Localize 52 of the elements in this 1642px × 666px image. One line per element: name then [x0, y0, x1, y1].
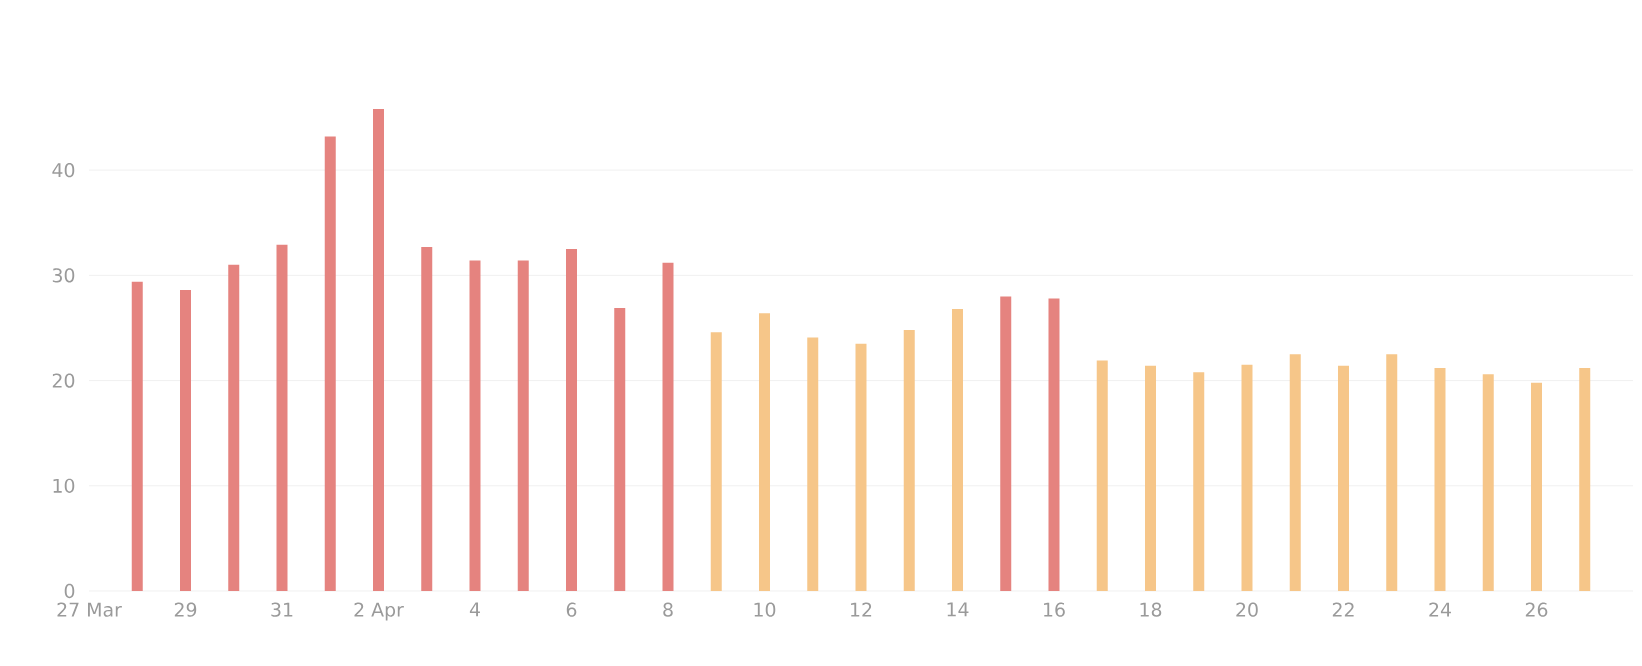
bar [807, 337, 819, 591]
bar [1048, 298, 1060, 591]
x-tick-label: 24 [1429, 602, 1451, 617]
bar [710, 332, 722, 591]
x-tick-label: 8 [663, 602, 673, 617]
x-tick-label: 16 [1044, 602, 1065, 617]
bar [1096, 360, 1108, 591]
bar [662, 262, 674, 591]
x-tick-label: 10 [754, 602, 776, 617]
bar [566, 249, 577, 591]
x-tick-label: 4 [469, 602, 480, 617]
y-tick-label: 40 [52, 162, 75, 178]
bar [228, 264, 240, 591]
bar [855, 343, 867, 591]
y-tick-label: 20 [52, 373, 75, 388]
bar [614, 307, 626, 591]
bar [1579, 367, 1591, 591]
x-tick-label: 6 [566, 602, 577, 617]
y-tick-label: 10 [53, 478, 75, 493]
bar [1434, 367, 1446, 591]
bar [759, 313, 770, 591]
bar [1000, 296, 1012, 591]
y-tick-label: 0 [64, 583, 75, 599]
x-tick-label: 18 [1140, 602, 1162, 617]
bar [1241, 364, 1253, 591]
bar [1337, 365, 1349, 591]
bar [276, 244, 288, 591]
bar [1289, 354, 1301, 591]
x-tick-label: 14 [947, 602, 969, 617]
bar [180, 290, 191, 591]
bar [421, 246, 433, 591]
x-tick-label: 31 [271, 602, 293, 617]
bar [517, 260, 529, 591]
bar [373, 109, 384, 591]
bar [324, 136, 336, 591]
bar [1482, 374, 1494, 591]
x-tick-label: 22 [1332, 602, 1354, 617]
bar [903, 330, 915, 591]
x-tick-label: 26 [1525, 602, 1548, 617]
x-tick-label: 20 [1236, 602, 1258, 617]
bar [469, 260, 481, 591]
bar [951, 309, 963, 591]
bar [1386, 354, 1398, 591]
y-tick-label: 30 [52, 268, 75, 283]
x-tick-label: 12 [851, 602, 872, 617]
x-tick-label: 27 Mar [57, 602, 122, 617]
bar [1193, 372, 1205, 591]
bar [1144, 365, 1156, 591]
bar [131, 281, 143, 591]
x-tick-label: 29 [174, 602, 197, 617]
x-tick-label: 2 Apr [354, 602, 404, 621]
bar [1530, 382, 1542, 591]
